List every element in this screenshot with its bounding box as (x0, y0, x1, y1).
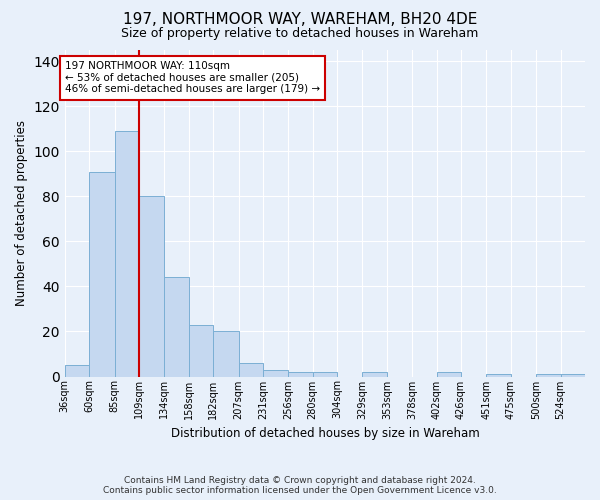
Text: Size of property relative to detached houses in Wareham: Size of property relative to detached ho… (121, 28, 479, 40)
Bar (213, 332, 239, 376)
Text: 197 NORTHMOOR WAY: 110sqm
← 53% of detached houses are smaller (205)
46% of semi: 197 NORTHMOOR WAY: 110sqm ← 53% of detac… (65, 62, 320, 94)
Bar (239, 363, 263, 376)
Bar (115, 131, 139, 376)
Bar (139, 196, 164, 376)
Text: 197, NORTHMOOR WAY, WAREHAM, BH20 4DE: 197, NORTHMOOR WAY, WAREHAM, BH20 4DE (123, 12, 477, 28)
Y-axis label: Number of detached properties: Number of detached properties (15, 120, 28, 306)
Bar (164, 278, 189, 376)
Bar (189, 324, 213, 376)
Bar (437, 372, 461, 376)
Text: Contains HM Land Registry data © Crown copyright and database right 2024.
Contai: Contains HM Land Registry data © Crown c… (103, 476, 497, 495)
Bar (560, 374, 585, 376)
Bar (263, 370, 289, 376)
Bar (89, 172, 115, 376)
Bar (65, 366, 89, 376)
Bar (313, 372, 337, 376)
Bar (487, 374, 511, 376)
Bar (289, 372, 313, 376)
X-axis label: Distribution of detached houses by size in Wareham: Distribution of detached houses by size … (170, 427, 479, 440)
Bar (536, 374, 560, 376)
Bar (362, 372, 387, 376)
